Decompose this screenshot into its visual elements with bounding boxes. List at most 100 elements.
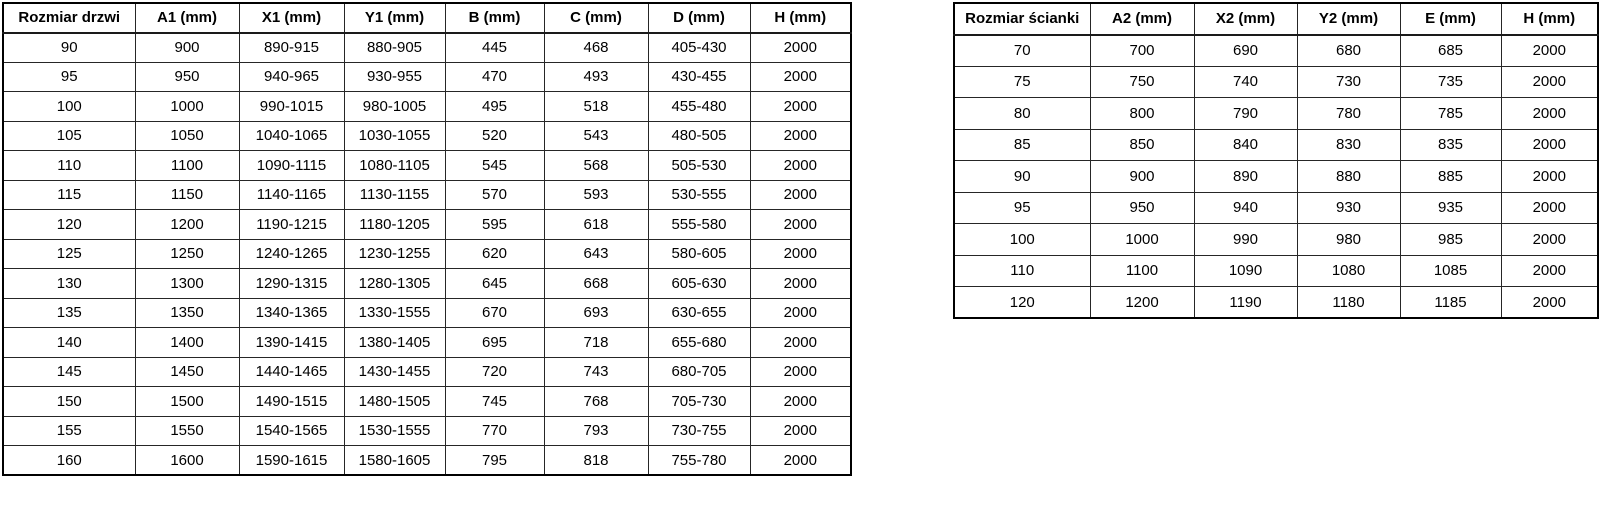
- table-cell: 568: [543, 150, 649, 181]
- table-cell: 1240-1265: [238, 238, 345, 269]
- table-cell: 1090-1115: [238, 150, 345, 181]
- table-cell: 840: [1193, 128, 1298, 161]
- table-cell: 470: [444, 61, 545, 92]
- table-cell: 155: [2, 415, 136, 446]
- table-cell: 1180-1205: [343, 209, 446, 240]
- table-cell: 110: [953, 254, 1091, 287]
- table-cell: 570: [444, 179, 545, 210]
- table-cell: 950: [1089, 191, 1195, 224]
- table-row: 145 1450 1440-1465 1430-1455 720 743 680-705 20…: [2, 356, 852, 387]
- table-cell: 1085: [1399, 254, 1502, 287]
- table-cell: 445: [444, 32, 545, 63]
- table-cell: 95: [2, 61, 136, 92]
- table-cell: 618: [543, 209, 649, 240]
- table-cell: 680: [1296, 34, 1401, 67]
- table-cell: 1580-1605: [343, 445, 446, 476]
- table-cell: 90: [953, 160, 1091, 193]
- table-cell: 2000: [749, 297, 852, 328]
- table-cell: 2000: [1500, 97, 1599, 130]
- table-cell: 405-430: [647, 32, 751, 63]
- table-cell: 795: [444, 445, 545, 476]
- table-cell: 750: [1089, 65, 1195, 98]
- table-cell: 1290-1315: [238, 268, 345, 299]
- table-cell: 793: [543, 415, 649, 446]
- header-cell: H (mm): [749, 2, 852, 34]
- table-row: 160 1600 1590-1615 1580-1605 795 818 755-780 20…: [2, 445, 852, 476]
- header-cell: X2 (mm): [1193, 2, 1298, 36]
- table-cell: 1190: [1193, 286, 1298, 319]
- table-cell: 1530-1555: [343, 415, 446, 446]
- table-cell: 100: [2, 91, 136, 122]
- table-cell: 530-555: [647, 179, 751, 210]
- table-cell: 1540-1565: [238, 415, 345, 446]
- table-cell: 580-605: [647, 238, 751, 269]
- table-cell: 1230-1255: [343, 238, 446, 269]
- table-cell: 980-1005: [343, 91, 446, 122]
- table-row: 120 1200 1190 1180 1185 2000: [953, 286, 1599, 319]
- table-cell: 1140-1165: [238, 179, 345, 210]
- table-cell: 1490-1515: [238, 386, 345, 417]
- table-cell: 1030-1055: [343, 120, 446, 151]
- table-cell: 2000: [749, 32, 852, 63]
- table-cell: 880: [1296, 160, 1401, 193]
- table-cell: 718: [543, 327, 649, 358]
- table-cell: 1430-1455: [343, 356, 446, 387]
- table-cell: 768: [543, 386, 649, 417]
- wall-size-table: Rozmiar ścianki A2 (mm) X2 (mm) Y2 (mm) E (m…: [953, 2, 1599, 319]
- table-cell: 1500: [134, 386, 240, 417]
- table-row: 130 1300 1290-1315 1280-1305 645 668 605-630 20…: [2, 268, 852, 299]
- table-cell: 700: [1089, 34, 1195, 67]
- table-cell: 1090: [1193, 254, 1298, 287]
- table-row: 100 1000 990-1015 980-1005 495 518 455-480 2000: [2, 91, 852, 122]
- table-cell: 2000: [749, 209, 852, 240]
- header-cell: E (mm): [1399, 2, 1502, 36]
- header-cell: D (mm): [647, 2, 751, 34]
- table-cell: 1130-1155: [343, 179, 446, 210]
- table-cell: 690: [1193, 34, 1298, 67]
- table-row: 90 900 890 880 885 2000: [953, 160, 1599, 193]
- table-row: 110 1100 1090 1080 1085 2000: [953, 254, 1599, 287]
- table-cell: 100: [953, 223, 1091, 256]
- table-cell: 818: [543, 445, 649, 476]
- table-cell: 1600: [134, 445, 240, 476]
- table-cell: 1190-1215: [238, 209, 345, 240]
- table-cell: 720: [444, 356, 545, 387]
- table-cell: 1340-1365: [238, 297, 345, 328]
- table-cell: 1550: [134, 415, 240, 446]
- table-row: 70 700 690 680 685 2000: [953, 34, 1599, 67]
- table-cell: 770: [444, 415, 545, 446]
- table-cell: 130: [2, 268, 136, 299]
- table-cell: 520: [444, 120, 545, 151]
- table-row: 150 1500 1490-1515 1480-1505 745 768 705-730 20…: [2, 386, 852, 417]
- table-cell: 455-480: [647, 91, 751, 122]
- table-cell: 835: [1399, 128, 1502, 161]
- table-row: 95 950 940 930 935 2000: [953, 191, 1599, 224]
- table-cell: 70: [953, 34, 1091, 67]
- table-cell: 1000: [1089, 223, 1195, 256]
- table-cell: 1350: [134, 297, 240, 328]
- header-cell: Y2 (mm): [1296, 2, 1401, 36]
- table-row: 155 1550 1540-1565 1530-1555 770 793 730-755 20…: [2, 415, 852, 446]
- table-cell: 2000: [749, 91, 852, 122]
- table-cell: 645: [444, 268, 545, 299]
- header-row: Rozmiar ścianki A2 (mm) X2 (mm) Y2 (mm) E (m…: [953, 2, 1599, 36]
- table-cell: 1150: [134, 179, 240, 210]
- table-cell: 1080-1105: [343, 150, 446, 181]
- table-cell: 2000: [749, 415, 852, 446]
- table-cell: 2000: [1500, 286, 1599, 319]
- table-row: 100 1000 990 980 985 2000: [953, 223, 1599, 256]
- table-cell: 985: [1399, 223, 1502, 256]
- table-cell: 890: [1193, 160, 1298, 193]
- table-cell: 1380-1405: [343, 327, 446, 358]
- header-cell: X1 (mm): [238, 2, 345, 34]
- door-size-table: Rozmiar drzwi A1 (mm) X1 (mm) Y1 (mm) B (mm)…: [2, 2, 852, 476]
- table-cell: 125: [2, 238, 136, 269]
- table-cell: 620: [444, 238, 545, 269]
- table-row: 75 750 740 730 735 2000: [953, 65, 1599, 98]
- table-cell: 605-630: [647, 268, 751, 299]
- table-cell: 2000: [749, 327, 852, 358]
- table-cell: 555-580: [647, 209, 751, 240]
- table-cell: 2000: [1500, 191, 1599, 224]
- table-cell: 2000: [749, 268, 852, 299]
- table-cell: 930-955: [343, 61, 446, 92]
